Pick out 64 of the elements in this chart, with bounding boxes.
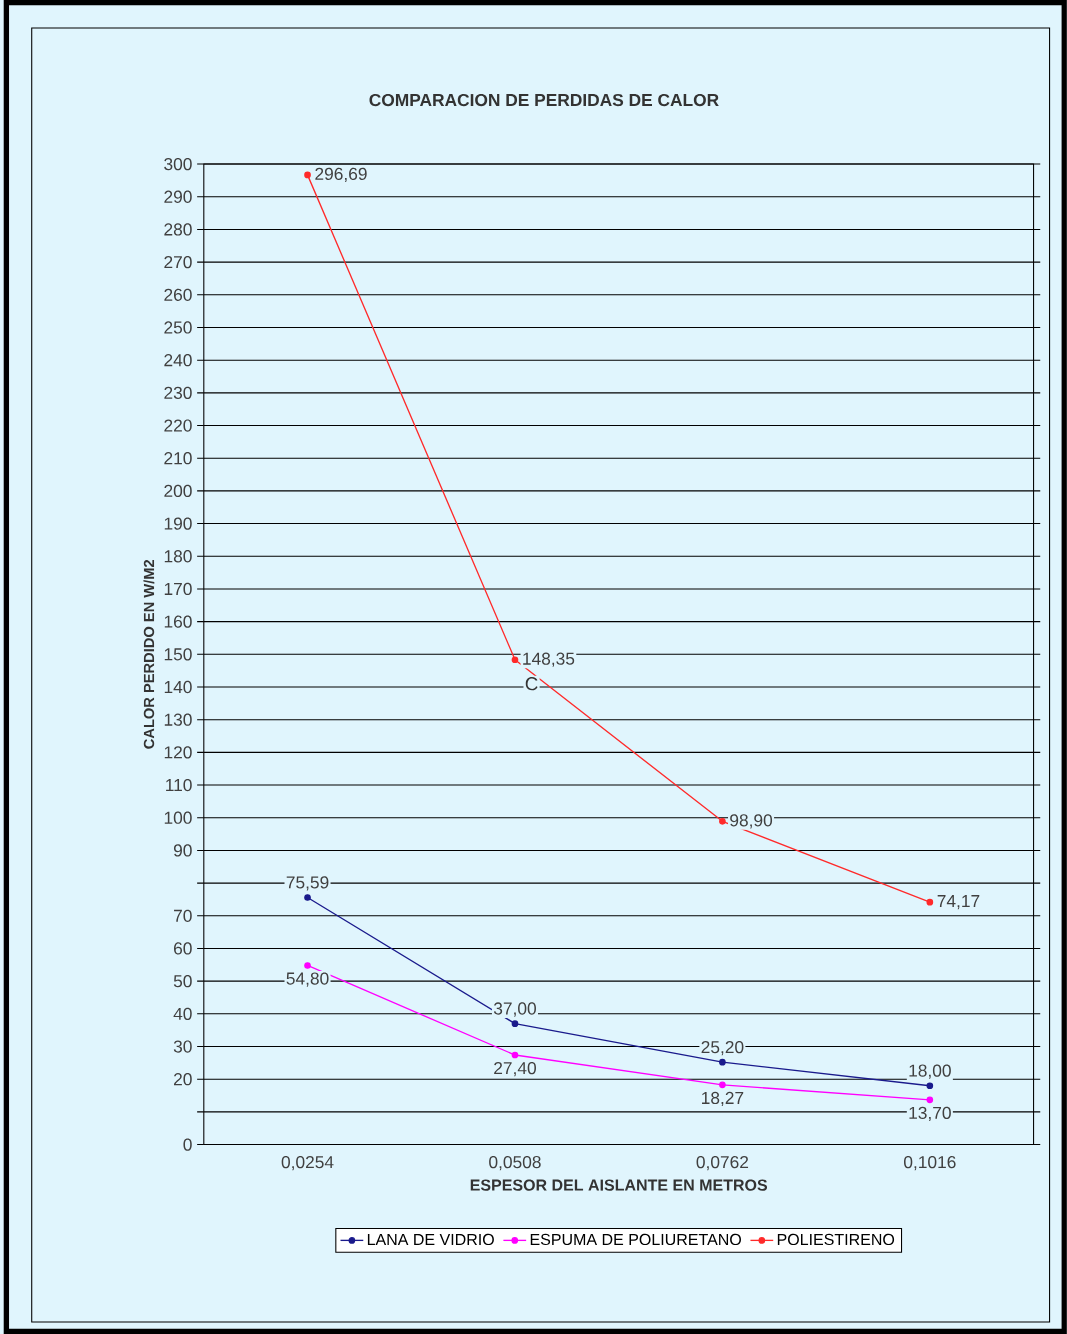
y-tick-label: 250 <box>164 321 192 334</box>
y-tick-label: 300 <box>164 157 192 171</box>
y-tick-label: 240 <box>164 354 192 367</box>
y-tick-label: 0 <box>183 1138 192 1151</box>
y-tick-label: 200 <box>164 484 192 498</box>
point <box>926 1082 934 1090</box>
point <box>719 1081 726 1089</box>
point <box>511 1051 519 1059</box>
y-tick-label: 230 <box>164 386 192 399</box>
point <box>719 1058 726 1066</box>
y-tick-label: 70 <box>174 909 192 922</box>
data-label: 13,70 <box>909 1106 951 1122</box>
data-label: 296,69 <box>315 167 367 183</box>
annotation: C <box>525 677 538 691</box>
legend-label: LANA DE VIDRIO <box>367 1233 494 1246</box>
y-axis-title: CALOR PERDIDO EN W/M2 <box>143 559 155 749</box>
x-axis-title: ESPESOR DEL AISLANTE EN METROS <box>470 1179 768 1191</box>
data-label: 18,00 <box>909 1064 951 1079</box>
y-tick-label: 50 <box>173 975 192 988</box>
y-tick-label: 40 <box>173 1007 192 1020</box>
x-tick-label: 0,0254 <box>281 1155 334 1171</box>
y-tick-label: 100 <box>164 811 192 824</box>
data-label: 54,80 <box>286 972 329 987</box>
y-tick-label: 170 <box>164 582 192 596</box>
y-tick-label: 150 <box>164 648 192 661</box>
x-tick-label: 0,0762 <box>696 1155 749 1171</box>
point <box>511 1020 519 1027</box>
y-tick-label: 270 <box>164 255 192 269</box>
y-tick-label: 220 <box>164 419 192 432</box>
data-label: 25,20 <box>701 1040 744 1056</box>
y-tick-label: 260 <box>164 288 192 301</box>
x-tick-label: 0,1016 <box>904 1155 956 1171</box>
y-tick-label: 60 <box>174 942 192 955</box>
y-tick-label: 20 <box>174 1073 192 1086</box>
x-tick-label: 0,0508 <box>489 1155 541 1171</box>
data-label: 148,35 <box>523 652 575 667</box>
point <box>304 171 311 179</box>
y-tick-label: 130 <box>164 713 192 726</box>
data-label: 98,90 <box>730 814 773 829</box>
y-tick-label: 90 <box>174 844 192 857</box>
point <box>304 894 311 901</box>
y-tick-label: 290 <box>164 190 192 203</box>
point <box>719 817 726 825</box>
point <box>926 1096 934 1104</box>
y-tick-label: 140 <box>164 680 192 694</box>
y-tick-label: 110 <box>166 778 192 792</box>
y-tick-label: 180 <box>164 550 192 563</box>
y-tick-label: 210 <box>164 452 192 465</box>
chart-title: COMPARACION DE PERDIDAS DE CALOR <box>369 93 719 107</box>
data-label: 74,17 <box>937 895 980 910</box>
data-label: 18,27 <box>702 1091 744 1107</box>
y-tick-label: 160 <box>164 615 192 628</box>
y-tick-label: 190 <box>164 517 192 530</box>
y-tick-label: 30 <box>173 1040 192 1053</box>
point <box>304 962 311 969</box>
y-tick-label: 120 <box>164 746 192 759</box>
data-label: 37,00 <box>493 1002 537 1017</box>
point <box>511 656 519 664</box>
point <box>926 898 934 906</box>
legend-label: ESPUMA DE POLIURETANO <box>530 1233 742 1246</box>
y-tick-label: 280 <box>164 223 192 236</box>
legend-label: POLIESTIRENO <box>777 1233 895 1246</box>
data-label: 27,40 <box>494 1061 537 1077</box>
data-label: 75,59 <box>286 876 329 891</box>
